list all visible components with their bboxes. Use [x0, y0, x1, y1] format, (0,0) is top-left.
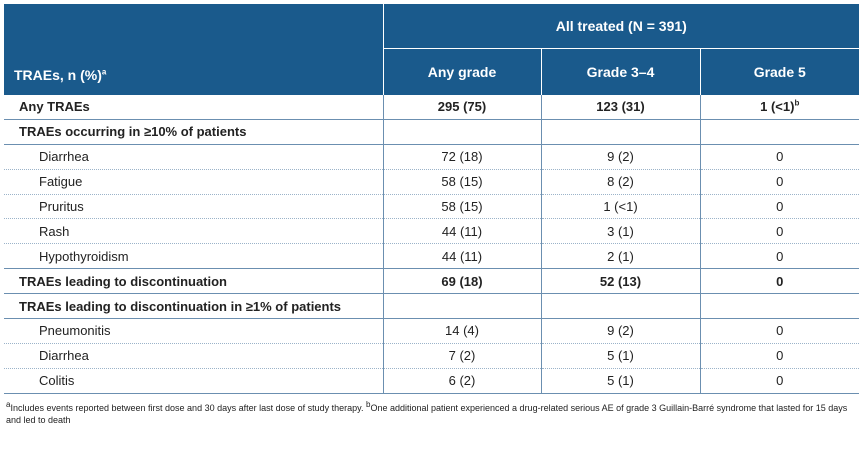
- table-row: Diarrhea 72 (18) 9 (2) 0: [4, 144, 860, 170]
- row-label: Pruritus: [4, 194, 383, 220]
- cell-grade-5: 1 (<1)b: [699, 95, 860, 120]
- col-grade-3-4: Grade 3–4: [540, 48, 700, 95]
- cell-any-grade: 6 (2): [382, 368, 541, 394]
- cell-grade-3-4: 5 (1): [540, 343, 700, 369]
- table-row: Rash 44 (11) 3 (1) 0: [4, 218, 860, 245]
- cell-any-grade: 44 (11): [382, 243, 541, 270]
- all-treated-header: All treated (N = 391): [382, 4, 860, 49]
- table-row: Colitis 6 (2) 5 (1) 0: [4, 368, 860, 394]
- row-label: Any TRAEs: [4, 95, 383, 120]
- cell-any-grade: 69 (18): [382, 268, 541, 295]
- cell-any-grade: 72 (18): [382, 144, 541, 170]
- cell-grade-3-4: 2 (1): [540, 243, 700, 270]
- row-label: Hypothyroidism: [4, 243, 383, 270]
- col-grade-5: Grade 5: [699, 48, 860, 95]
- table-row: TRAEs leading to discontinuation 69 (18)…: [4, 268, 860, 295]
- cell-grade-5: 0: [699, 368, 860, 394]
- row-label: TRAEs leading to discontinuation: [4, 268, 383, 295]
- table-row: Any TRAEs 295 (75) 123 (31) 1 (<1)b: [4, 95, 860, 120]
- footnote-marker-a: a: [101, 67, 107, 77]
- row-label: Diarrhea: [4, 343, 383, 369]
- row-label: Pneumonitis: [4, 318, 383, 344]
- cell-grade-5: 0: [699, 343, 860, 369]
- cell-any-grade: 44 (11): [382, 218, 541, 245]
- table-row: Diarrhea 7 (2) 5 (1) 0: [4, 343, 860, 369]
- cell-any-grade: 7 (2): [382, 343, 541, 369]
- cell-any-grade: 58 (15): [382, 194, 541, 220]
- cell-grade-3-4: 9 (2): [540, 318, 700, 344]
- cell-grade-3-4: 52 (13): [540, 268, 700, 295]
- cell-grade-3-4: 1 (<1): [540, 194, 700, 220]
- cell-grade-5: 0: [699, 218, 860, 245]
- table-row: Pneumonitis 14 (4) 9 (2) 0: [4, 318, 860, 344]
- cell-grade-5: 0: [699, 243, 860, 270]
- header-row-columns: Any grade Grade 3–4 Grade 5: [4, 48, 860, 95]
- row-label: Rash: [4, 218, 383, 245]
- cell-grade-3-4: 123 (31): [540, 95, 700, 120]
- footnote-marker-b: b: [366, 399, 371, 409]
- cell-grade-3-4: 8 (2): [540, 169, 700, 195]
- table-footnotes: aIncludes events reported between first …: [4, 394, 853, 426]
- section-heading-row: TRAEs leading to discontinuation in ≥1% …: [4, 293, 860, 320]
- section-heading: TRAEs occurring in ≥10% of patients: [4, 119, 383, 145]
- row-label-header: TRAEs, n (%)a: [4, 4, 383, 95]
- cell-grade-5: 0: [699, 318, 860, 344]
- header-row-group: TRAEs, n (%)a All treated (N = 391): [4, 4, 860, 95]
- row-label: Fatigue: [4, 169, 383, 195]
- cell-any-grade: 58 (15): [382, 169, 541, 195]
- table-container: TRAEs, n (%)a All treated (N = 391) Any …: [4, 4, 860, 426]
- cell-grade-5: 0: [699, 144, 860, 170]
- footnote-marker-a: a: [6, 399, 11, 409]
- section-heading: TRAEs leading to discontinuation in ≥1% …: [4, 293, 383, 320]
- table-row: Fatigue 58 (15) 8 (2) 0: [4, 169, 860, 195]
- cell-grade-5: 0: [699, 169, 860, 195]
- table-row: Pruritus 58 (15) 1 (<1) 0: [4, 194, 860, 220]
- footnote-b: One additional patient experienced a dru…: [6, 402, 848, 425]
- cell-grade-5: 0: [699, 194, 860, 220]
- cell-grade-3-4: 3 (1): [540, 218, 700, 245]
- col-any-grade: Any grade: [382, 48, 541, 95]
- section-heading-row: TRAEs occurring in ≥10% of patients: [4, 119, 860, 145]
- trae-table: TRAEs, n (%)a All treated (N = 391) Any …: [4, 4, 860, 394]
- cell-any-grade: 14 (4): [382, 318, 541, 344]
- cell-any-grade: 295 (75): [382, 95, 541, 120]
- cell-grade-3-4: 9 (2): [540, 144, 700, 170]
- cell-grade-5: 0: [699, 268, 860, 295]
- row-label: Diarrhea: [4, 144, 383, 170]
- footnote-marker-b: b: [794, 99, 800, 109]
- table-row: Hypothyroidism 44 (11) 2 (1) 0: [4, 243, 860, 270]
- cell-grade-3-4: 5 (1): [540, 368, 700, 394]
- row-label: Colitis: [4, 368, 383, 394]
- footnote-a: Includes events reported between first d…: [10, 402, 366, 413]
